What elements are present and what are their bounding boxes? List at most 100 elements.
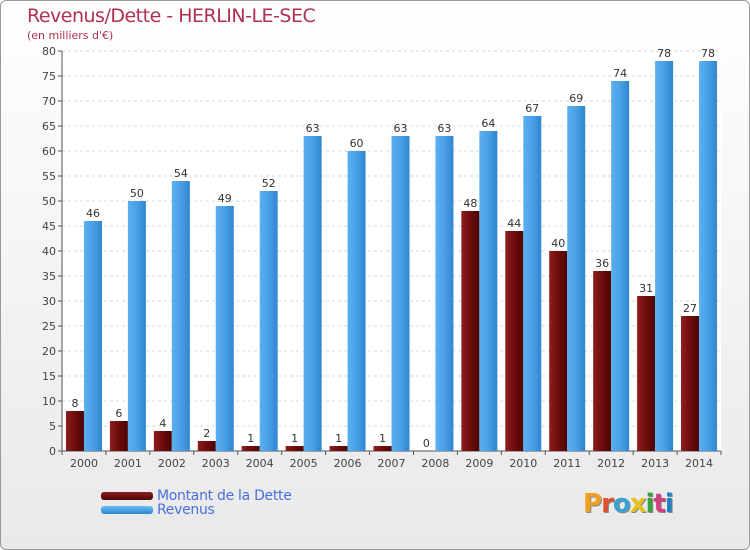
revenue-bar <box>215 206 234 451</box>
legend-item-debt: Montant de la Dette <box>101 488 292 504</box>
y-tick-label: 75 <box>42 70 56 83</box>
y-tick-label: 35 <box>42 270 56 283</box>
x-tick-label: 2001 <box>114 457 142 470</box>
debt-bar <box>505 231 524 451</box>
debt-value-label: 40 <box>551 237 565 250</box>
x-tick-label: 2014 <box>685 457 713 470</box>
revenue-value-label: 64 <box>481 117 495 130</box>
debt-bar <box>153 431 172 451</box>
debt-value-label: 1 <box>335 432 342 445</box>
debt-value-label: 2 <box>203 427 210 440</box>
revenue-swatch <box>101 506 153 514</box>
debt-bar <box>549 251 568 451</box>
revenue-value-label: 46 <box>86 207 100 220</box>
proxiti-logo: Proxiti <box>583 489 674 519</box>
revenue-bar <box>435 136 454 451</box>
x-tick-label: 2008 <box>421 457 449 470</box>
revenue-value-label: 60 <box>350 137 364 150</box>
debt-bar <box>109 421 128 451</box>
x-tick-label: 2004 <box>246 457 274 470</box>
x-tick-label: 2009 <box>465 457 493 470</box>
revenue-bar <box>391 136 410 451</box>
debt-bar <box>681 316 700 451</box>
y-tick-label: 55 <box>42 170 56 183</box>
debt-value-label: 4 <box>159 417 166 430</box>
y-tick-label: 0 <box>49 445 56 458</box>
y-tick-label: 5 <box>49 420 56 433</box>
debt-value-label: 1 <box>247 432 254 445</box>
y-tick-label: 20 <box>42 345 56 358</box>
debt-bar <box>593 271 612 451</box>
debt-value-label: 31 <box>639 282 653 295</box>
y-tick-label: 25 <box>42 320 56 333</box>
y-tick-label: 60 <box>42 145 56 158</box>
debt-swatch <box>101 492 153 500</box>
revenue-value-label: 78 <box>701 47 715 60</box>
revenue-value-label: 67 <box>525 102 539 115</box>
revenue-bar <box>259 191 278 451</box>
revenue-bar <box>699 61 718 451</box>
y-tick-label: 70 <box>42 95 56 108</box>
x-tick-label: 2006 <box>334 457 362 470</box>
revenue-bar <box>479 131 498 451</box>
debt-value-label: 1 <box>291 432 298 445</box>
legend-label-debt: Montant de la Dette <box>157 488 292 504</box>
revenue-bar <box>523 116 542 451</box>
debt-value-label: 44 <box>507 217 521 230</box>
x-tick-label: 2005 <box>290 457 318 470</box>
revenue-value-label: 63 <box>437 122 451 135</box>
debt-value-label: 1 <box>379 432 386 445</box>
revenue-value-label: 52 <box>262 177 276 190</box>
chart-subtitle: (en milliers d'€) <box>27 29 114 42</box>
x-tick-label: 2007 <box>378 457 406 470</box>
legend-label-revenue: Revenus <box>157 502 215 518</box>
x-tick-label: 2010 <box>509 457 537 470</box>
revenue-value-label: 50 <box>130 187 144 200</box>
revenue-bar <box>655 61 674 451</box>
revenue-value-label: 54 <box>174 167 188 180</box>
revenue-bar <box>83 221 102 451</box>
debt-bar <box>637 296 656 451</box>
debt-bar <box>65 411 84 451</box>
revenue-value-label: 78 <box>657 47 671 60</box>
y-tick-label: 15 <box>42 370 56 383</box>
revenue-value-label: 63 <box>306 122 320 135</box>
debt-bar <box>241 446 260 451</box>
debt-value-label: 48 <box>463 197 477 210</box>
revenue-value-label: 69 <box>569 92 583 105</box>
revenue-bar <box>347 151 366 451</box>
debt-bar <box>461 211 480 451</box>
debt-value-label: 36 <box>595 257 609 270</box>
y-tick-label: 65 <box>42 120 56 133</box>
y-tick-label: 40 <box>42 245 56 258</box>
debt-value-label: 8 <box>71 397 78 410</box>
debt-bar <box>285 446 304 451</box>
debt-bar <box>197 441 216 451</box>
debt-value-label: 0 <box>423 437 430 450</box>
legend-item-revenue: Revenus <box>101 502 215 518</box>
x-tick-label: 2013 <box>641 457 669 470</box>
debt-bar <box>329 446 348 451</box>
revenue-bar <box>303 136 322 451</box>
revenue-bar <box>567 106 586 451</box>
revenue-bar <box>127 201 146 451</box>
chart-title: Revenus/Dette - HERLIN-LE-SEC <box>27 5 316 27</box>
revenue-bar <box>611 81 630 451</box>
y-tick-label: 50 <box>42 195 56 208</box>
debt-value-label: 27 <box>683 302 697 315</box>
x-tick-label: 2003 <box>202 457 230 470</box>
debt-bar <box>373 446 392 451</box>
y-tick-label: 45 <box>42 220 56 233</box>
revenue-value-label: 63 <box>394 122 408 135</box>
x-tick-label: 2002 <box>158 457 186 470</box>
x-tick-label: 2011 <box>553 457 581 470</box>
x-tick-label: 2012 <box>597 457 625 470</box>
revenue-value-label: 49 <box>218 192 232 205</box>
y-tick-label: 80 <box>42 45 56 58</box>
debt-value-label: 6 <box>115 407 122 420</box>
y-tick-label: 30 <box>42 295 56 308</box>
revenue-value-label: 74 <box>613 67 627 80</box>
x-tick-label: 2000 <box>70 457 98 470</box>
